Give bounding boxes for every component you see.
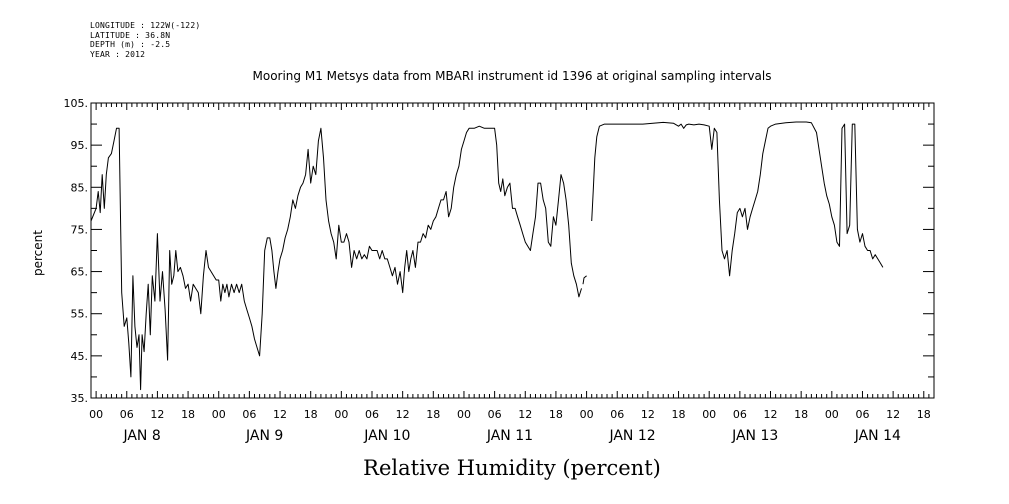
y-tick-label: 75. [71,223,89,236]
x-hour-label: 18 [794,408,808,421]
x-hour-label: 00 [89,408,103,421]
x-hour-label: 06 [855,408,869,421]
y-tick-label: 55. [71,308,89,321]
x-hour-label: 06 [610,408,624,421]
x-hour-label: 00 [457,408,471,421]
x-hour-label: 12 [273,408,287,421]
x-hour-label: 00 [702,408,716,421]
x-hour-label: 06 [488,408,502,421]
x-hour-label: 06 [733,408,747,421]
x-day-label: JAN 12 [608,428,655,444]
y-axis: 35. 45. 55. 65. 75. 85. 95. 105. [64,97,934,405]
longitude-text: LONGITUDE : 122W(-122) [90,21,201,30]
x-day-label: JAN 9 [245,428,283,444]
x-day-label: JAN 10 [363,428,410,444]
y-tick-label: 35. [71,392,89,405]
x-hour-label: 18 [426,408,440,421]
x-day-label: JAN 14 [854,428,901,444]
metadata-block: LONGITUDE : 122W(-122) LATITUDE : 36.8N … [90,21,200,59]
x-hour-label: 12 [641,408,655,421]
x-hour-label: 12 [886,408,900,421]
x-hour-label: 06 [242,408,256,421]
year-text: YEAR : 2012 [90,49,146,59]
x-hour-label: 18 [917,408,931,421]
y-tick-label: 105. [64,97,89,110]
x-day-label: JAN 11 [486,428,533,444]
x-hour-label: 18 [672,408,686,421]
x-hour-label: 12 [150,408,164,421]
x-hour-label: 12 [396,408,410,421]
x-hour-label: 00 [825,408,839,421]
x-hour-label: 12 [764,408,778,421]
chart-title: Mooring M1 Metsys data from MBARI instru… [253,69,772,83]
x-hour-label: 18 [549,408,563,421]
x-axis-label: Relative Humidity (percent) [363,456,661,480]
y-tick-label: 45. [71,350,89,363]
latitude-text: LATITUDE : 36.8N [90,30,171,40]
x-hour-label: 00 [334,408,348,421]
x-day-label: JAN 13 [731,428,778,444]
y-axis-label: percent [31,230,45,276]
x-hour-label: 06 [365,408,379,421]
plot-frame [90,102,935,399]
x-day-label: JAN 8 [122,428,160,444]
x-hour-label: 06 [120,408,134,421]
x-hour-label: 00 [212,408,226,421]
y-tick-label: 65. [71,266,89,279]
humidity-series-line [582,275,587,285]
depth-text: DEPTH (m) : -2.5 [90,40,171,49]
x-hour-label: 18 [304,408,318,421]
x-axis: 00 06 12 18 00 06 12 18 00 06 12 18 00 06 12 18 00 06 12 18… [89,103,935,444]
x-hour-label: 12 [518,408,532,421]
humidity-series-line [591,121,884,277]
series-group [90,121,884,391]
x-hour-label: 18 [181,408,195,421]
x-hour-label: 00 [580,408,594,421]
y-tick-label: 85. [71,181,89,194]
y-tick-label: 95. [71,139,89,152]
humidity-series-line [90,125,582,391]
